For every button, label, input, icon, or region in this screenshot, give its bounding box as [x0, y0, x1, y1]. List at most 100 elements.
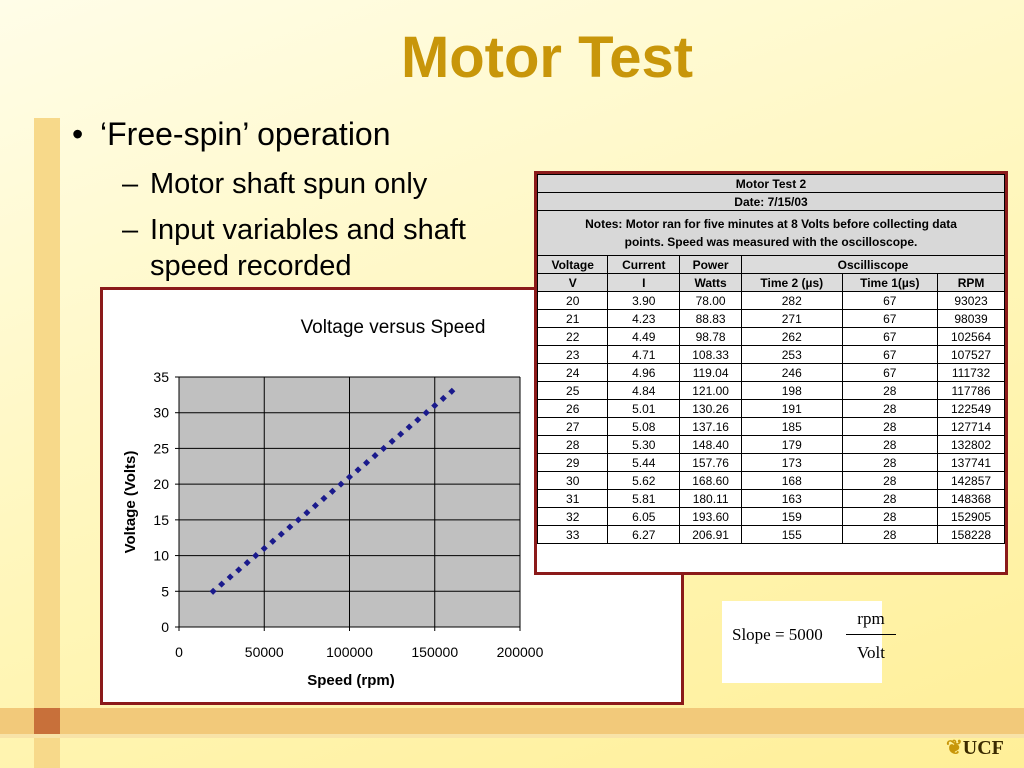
table-row: 31 5.81 180.11 163 28 148368	[536, 489, 1005, 508]
pegasus-icon: ❦	[946, 737, 963, 759]
slope-denominator: Volt	[856, 643, 886, 662]
table-cell: 130.26	[679, 399, 743, 418]
data-point	[286, 523, 294, 531]
header-power: Power	[679, 255, 743, 274]
table-title: Motor Test 2	[537, 174, 1005, 193]
table-cell: 127714	[937, 417, 1005, 436]
x-tick-label: 150000	[411, 644, 458, 660]
table-cell: 28	[841, 525, 939, 544]
data-point	[380, 444, 388, 452]
table-cell: 4.96	[607, 363, 681, 382]
table-cell: 262	[741, 327, 843, 346]
table-cell: 6.05	[607, 507, 681, 526]
table-cell: 253	[741, 345, 843, 364]
table-cell: 168.60	[679, 471, 743, 490]
data-table-panel: Motor Test 2 Date: 7/15/03 Notes: Motor …	[534, 171, 1008, 575]
table-cell: 5.81	[607, 489, 681, 508]
table-cell: 28	[841, 507, 939, 526]
data-point	[448, 387, 456, 395]
table-cell: 30	[536, 471, 609, 490]
x-tick-label: 100000	[326, 644, 373, 660]
table-row: 21 4.23 88.83 271 67 98039	[536, 309, 1005, 328]
data-point	[209, 587, 217, 595]
table-cell: 122549	[937, 399, 1005, 418]
unit-rpm: RPM	[937, 273, 1005, 292]
x-tick-label: 200000	[497, 644, 544, 660]
table-cell: 67	[841, 345, 939, 364]
table-row: 24 4.96 119.04 246 67 111732	[536, 363, 1005, 382]
data-point	[371, 452, 379, 460]
data-point	[422, 409, 430, 417]
slope-label: Slope = 5000	[732, 625, 823, 644]
table-cell: 25	[536, 381, 609, 400]
slope-numerator: rpm	[857, 609, 885, 628]
table-row: 26 5.01 130.26 191 28 122549	[536, 399, 1005, 418]
table-cell: 119.04	[679, 363, 743, 382]
fraction-bar	[846, 634, 896, 635]
table-body: 20 3.90 78.00 282 67 93023 21 4.23 88.83 271 67 980…	[536, 291, 1005, 544]
table-cell: 102564	[937, 327, 1005, 346]
table-date: Date: 7/15/03	[537, 192, 1005, 211]
table-cell: 5.08	[607, 417, 681, 436]
table-row: 28 5.30 148.40 179 28 132802	[536, 435, 1005, 454]
data-point	[226, 573, 234, 581]
table-row: 23 4.71 108.33 253 67 107527	[536, 345, 1005, 364]
table-cell: 5.44	[607, 453, 681, 472]
decor-horizontal-bar	[0, 708, 1024, 734]
table-row: 22 4.49 98.78 262 67 102564	[536, 327, 1005, 346]
table-cell: 28	[841, 417, 939, 436]
table-cell: 180.11	[679, 489, 743, 508]
ucf-logo: ❦UCF	[946, 735, 1004, 760]
table-cell: 193.60	[679, 507, 743, 526]
table-row: 30 5.62 168.60 168 28 142857	[536, 471, 1005, 490]
data-point	[414, 416, 422, 424]
table-cell: 32	[536, 507, 609, 526]
table-cell: 93023	[937, 291, 1005, 310]
table-cell: 98039	[937, 309, 1005, 328]
bullet-text: ‘Free-spin’ operation	[100, 116, 391, 152]
table-cell: 121.00	[679, 381, 743, 400]
header-voltage: Voltage	[536, 255, 609, 274]
table-cell: 148368	[937, 489, 1005, 508]
table-cell: 67	[841, 363, 939, 382]
table-cell: 78.00	[679, 291, 743, 310]
dash-icon: –	[122, 214, 139, 246]
decor-corner	[34, 708, 60, 734]
table-cell: 5.01	[607, 399, 681, 418]
table-cell: 4.71	[607, 345, 681, 364]
header-current: Current	[607, 255, 681, 274]
motor-test-table: Motor Test 2 Date: 7/15/03 Notes: Motor …	[536, 174, 1005, 544]
table-cell: 28	[841, 399, 939, 418]
table-cell: 117786	[937, 381, 1005, 400]
x-tick-label: 50000	[245, 644, 284, 660]
y-tick-label: 5	[161, 583, 169, 599]
y-tick-label: 20	[153, 476, 169, 492]
table-cell: 158228	[937, 525, 1005, 544]
table-cell: 173	[741, 453, 843, 472]
data-point	[269, 537, 277, 545]
data-point	[311, 502, 319, 510]
table-cell: 111732	[937, 363, 1005, 382]
data-point	[363, 459, 371, 467]
data-point	[431, 402, 439, 410]
table-cell: 246	[741, 363, 843, 382]
table-cell: 28	[841, 435, 939, 454]
table-cell: 206.91	[679, 525, 743, 544]
table-cell: 23	[536, 345, 609, 364]
data-point	[243, 559, 251, 567]
table-notes: Notes: Motor ran for five minutes at 8 V…	[537, 210, 1005, 256]
table-row: 27 5.08 137.16 185 28 127714	[536, 417, 1005, 436]
table-cell: 27	[536, 417, 609, 436]
data-point	[397, 430, 405, 438]
table-cell: 159	[741, 507, 843, 526]
x-axis-label: Speed (rpm)	[307, 672, 395, 689]
decor-strip	[0, 734, 1024, 738]
y-tick-label: 0	[161, 619, 169, 635]
table-cell: 148.40	[679, 435, 743, 454]
data-point	[345, 473, 354, 481]
data-point	[405, 423, 413, 431]
decor-vertical-bar	[34, 118, 60, 768]
table-cell: 22	[536, 327, 609, 346]
table-cell: 168	[741, 471, 843, 490]
table-cell: 155	[741, 525, 843, 544]
